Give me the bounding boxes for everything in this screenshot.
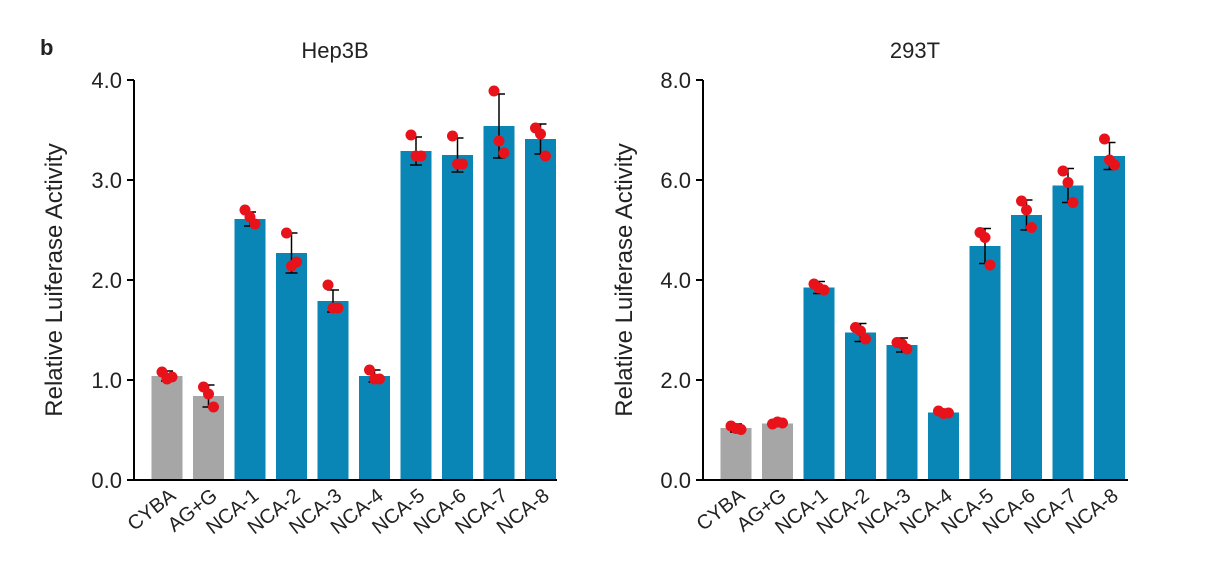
bar-ag-g <box>193 396 224 480</box>
data-point <box>896 338 908 350</box>
data-point <box>161 373 173 385</box>
data-point <box>1021 204 1032 216</box>
bar-nca-8 <box>525 139 556 480</box>
data-points <box>725 133 1120 435</box>
bar-nca-3 <box>317 301 349 480</box>
data-points <box>156 85 551 413</box>
data-point <box>244 211 256 223</box>
data-point <box>208 401 219 413</box>
y-tick-label: 8.0 <box>660 68 691 93</box>
bar-nca-7 <box>483 126 515 480</box>
data-point <box>203 388 214 400</box>
bar-nca-5 <box>400 151 432 480</box>
bar-nca-1 <box>803 287 835 480</box>
data-point <box>938 408 949 419</box>
chart-title: 293T <box>890 38 940 63</box>
y-ticks: 0.0 1.0 2.0 3.0 4.0 <box>91 68 134 493</box>
bar-nca-8 <box>1094 156 1125 480</box>
data-point <box>979 232 991 243</box>
data-point <box>405 129 417 141</box>
data-point <box>535 128 546 140</box>
y-tick-label: 4.0 <box>660 268 691 293</box>
chart-hep3b: Hep3B Relative Luiferase Activity 0.0 1.0… <box>41 38 557 539</box>
bar-nca-6 <box>1011 215 1042 480</box>
y-tick-label: 3.0 <box>91 168 122 193</box>
chart-293t: 293T Relative Luiferase Activity 0.0 2.0 4… <box>611 38 1128 539</box>
data-point <box>488 85 500 97</box>
y-axis-label: Relative Luiferase Activity <box>611 143 638 416</box>
data-point <box>322 279 334 291</box>
data-point <box>1104 154 1115 166</box>
y-ticks: 0.0 2.0 4.0 6.0 8.0 <box>660 68 703 493</box>
bar-nca-4 <box>359 376 390 480</box>
data-point <box>327 302 339 314</box>
data-point <box>281 227 292 239</box>
y-tick-label: 4.0 <box>91 68 122 93</box>
bar-nca-3 <box>886 345 918 480</box>
y-tick-label: 6.0 <box>660 168 691 193</box>
data-point <box>369 373 380 385</box>
bars <box>720 156 1125 480</box>
y-tick-label: 2.0 <box>660 368 691 393</box>
bar-nca-2 <box>845 332 876 480</box>
data-point <box>772 416 783 428</box>
y-tick-label: 0.0 <box>91 468 122 493</box>
data-point <box>860 333 871 345</box>
data-point <box>984 259 996 271</box>
data-point <box>1026 222 1037 233</box>
y-tick-label: 0.0 <box>660 468 691 493</box>
bar-nca-7 <box>1052 185 1084 480</box>
data-point <box>813 282 825 294</box>
bar-cyba <box>720 428 752 480</box>
data-point <box>730 423 742 434</box>
bar-nca-2 <box>276 253 307 480</box>
data-point <box>498 147 510 159</box>
bars <box>151 126 556 480</box>
data-point <box>447 130 458 142</box>
panel-label: b <box>40 35 53 60</box>
data-point <box>1099 133 1110 145</box>
data-point <box>855 325 866 337</box>
bar-ag-g <box>762 423 793 480</box>
data-point <box>364 364 375 376</box>
bar-cyba <box>151 376 183 480</box>
bar-nca-1 <box>234 219 266 480</box>
data-point <box>493 135 505 147</box>
data-point <box>286 260 297 272</box>
y-axis-label: Relative Luiferase Activity <box>41 143 68 416</box>
data-point <box>1016 195 1027 207</box>
bar-nca-6 <box>442 155 473 480</box>
bar-nca-5 <box>969 246 1001 480</box>
x-tick-labels: CYBAAG+GNCA-1NCA-2NCA-3NCA-4NCA-5NCA-6NC… <box>124 484 554 539</box>
data-point <box>410 150 422 162</box>
bar-nca-4 <box>928 412 959 480</box>
data-point <box>540 150 551 162</box>
data-point <box>452 158 463 170</box>
y-tick-label: 1.0 <box>91 368 122 393</box>
data-point <box>1067 197 1079 208</box>
data-point <box>1057 165 1069 177</box>
data-point <box>1062 177 1074 188</box>
y-tick-label: 2.0 <box>91 268 122 293</box>
x-tick-labels: CYBAAG+GNCA-1NCA-2NCA-3NCA-4NCA-5NCA-6NC… <box>693 484 1123 539</box>
chart-title: Hep3B <box>301 38 368 63</box>
